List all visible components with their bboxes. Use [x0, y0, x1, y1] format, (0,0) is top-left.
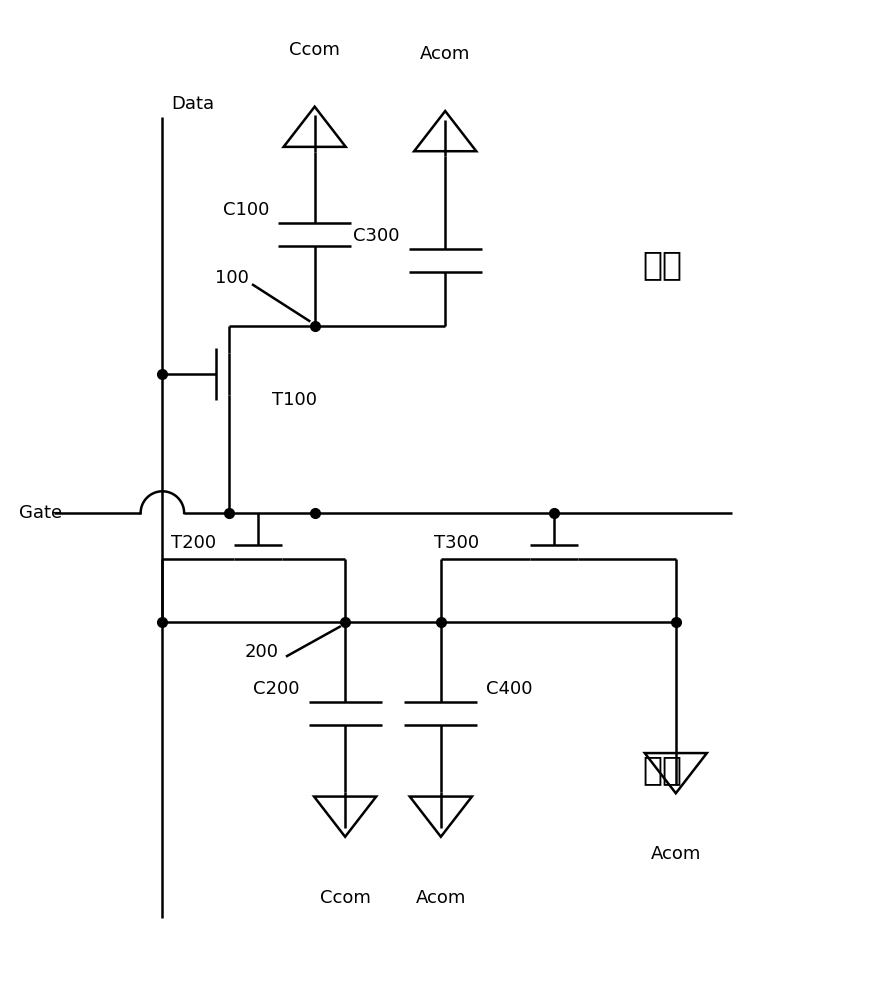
- Text: C100: C100: [223, 201, 270, 219]
- Text: 100: 100: [215, 269, 249, 287]
- Text: C300: C300: [354, 227, 400, 245]
- Text: Ccom: Ccom: [289, 41, 340, 59]
- Text: Acom: Acom: [650, 845, 701, 863]
- Text: C200: C200: [253, 680, 299, 698]
- Text: 主区: 主区: [643, 249, 683, 282]
- Text: 次区: 次区: [643, 753, 683, 786]
- Text: T300: T300: [434, 534, 479, 552]
- Text: Acom: Acom: [420, 45, 471, 63]
- Text: T200: T200: [171, 534, 217, 552]
- Text: 200: 200: [245, 643, 279, 661]
- Text: Data: Data: [171, 95, 214, 113]
- Text: C400: C400: [486, 680, 533, 698]
- Text: Acom: Acom: [416, 889, 466, 907]
- Text: Ccom: Ccom: [320, 889, 370, 907]
- Text: Gate: Gate: [19, 504, 62, 522]
- Text: T100: T100: [272, 391, 317, 409]
